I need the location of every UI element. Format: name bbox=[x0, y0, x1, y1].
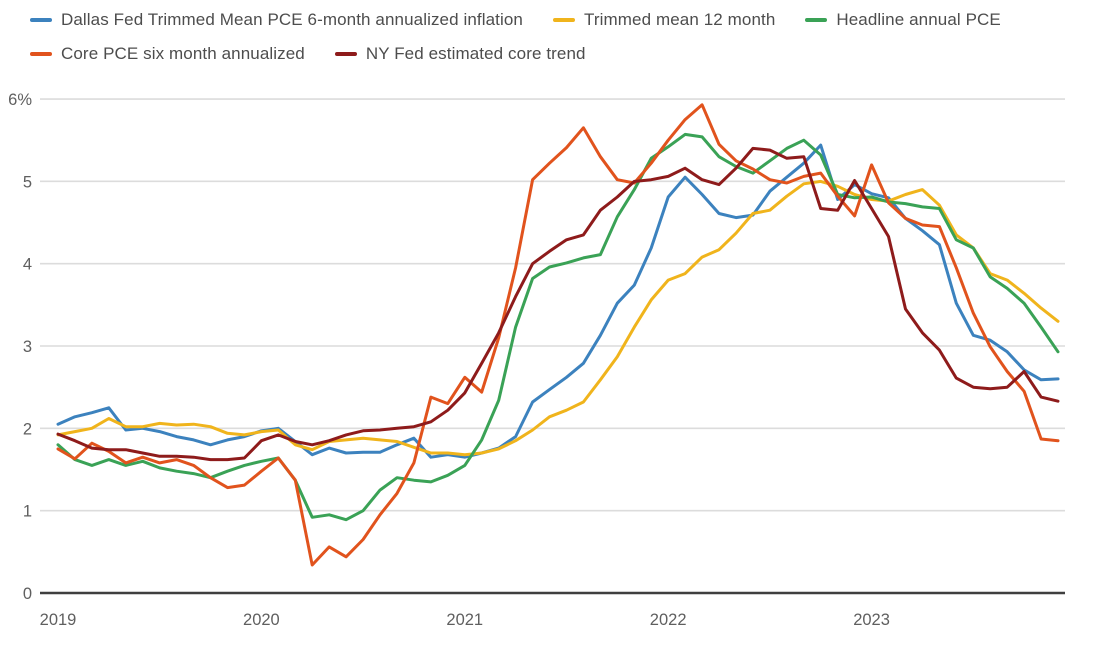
legend-swatch-orange-icon bbox=[30, 52, 52, 56]
chart-legend: Dallas Fed Trimmed Mean PCE 6-month annu… bbox=[30, 8, 1075, 66]
legend-label: NY Fed estimated core trend bbox=[365, 44, 586, 63]
svg-text:2022: 2022 bbox=[650, 611, 687, 629]
legend-swatch-yellow-icon bbox=[553, 18, 575, 22]
x-axis: 2019 2020 2021 2022 2023 bbox=[40, 591, 1065, 629]
svg-text:5: 5 bbox=[23, 173, 32, 191]
svg-text:1: 1 bbox=[23, 503, 32, 521]
legend-item-headline-pce: Headline annual PCE bbox=[805, 8, 1001, 32]
svg-text:2020: 2020 bbox=[243, 611, 280, 629]
legend-label: Core PCE six month annualized bbox=[61, 44, 305, 63]
legend-label: Trimmed mean 12 month bbox=[584, 10, 776, 29]
data-series-lines bbox=[56, 103, 1060, 567]
legend-swatch-green-icon bbox=[805, 18, 828, 22]
legend-item-dallas-fed-6m: Dallas Fed Trimmed Mean PCE 6-month annu… bbox=[30, 8, 523, 32]
svg-text:2019: 2019 bbox=[40, 611, 77, 629]
legend-item-ny-fed-core-trend: NY Fed estimated core trend bbox=[334, 42, 586, 66]
legend-swatch-blue-icon bbox=[30, 18, 52, 22]
svg-text:3: 3 bbox=[23, 338, 32, 356]
legend-item-core-pce-6m: Core PCE six month annualized bbox=[30, 42, 305, 66]
y-axis-labels: 0 1 2 3 4 5 6% bbox=[8, 91, 32, 603]
svg-text:6%: 6% bbox=[8, 91, 32, 109]
svg-text:2023: 2023 bbox=[853, 611, 890, 629]
svg-text:2021: 2021 bbox=[446, 611, 483, 629]
svg-text:0: 0 bbox=[23, 585, 32, 603]
svg-text:2: 2 bbox=[23, 420, 32, 438]
legend-swatch-darkred-icon bbox=[334, 52, 357, 56]
legend-item-trimmed-mean-12m: Trimmed mean 12 month bbox=[553, 8, 775, 32]
svg-text:4: 4 bbox=[23, 256, 32, 274]
legend-label: Headline annual PCE bbox=[836, 10, 1001, 29]
legend-label: Dallas Fed Trimmed Mean PCE 6-month annu… bbox=[61, 10, 523, 29]
